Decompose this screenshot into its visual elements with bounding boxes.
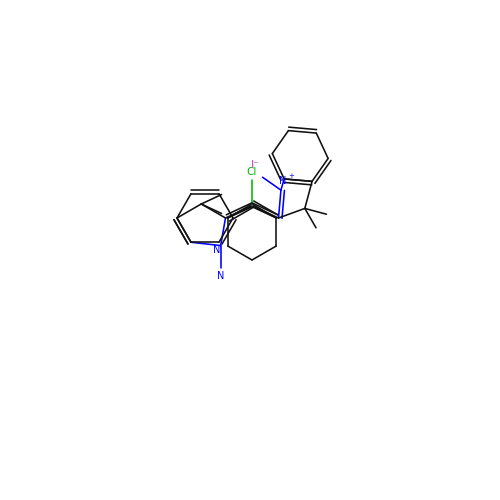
- Text: N: N: [280, 176, 286, 186]
- Text: I⁻: I⁻: [250, 160, 260, 170]
- Text: N: N: [217, 271, 224, 281]
- Text: Cl: Cl: [247, 167, 257, 177]
- Text: +: +: [288, 173, 294, 179]
- Text: N: N: [213, 244, 220, 254]
